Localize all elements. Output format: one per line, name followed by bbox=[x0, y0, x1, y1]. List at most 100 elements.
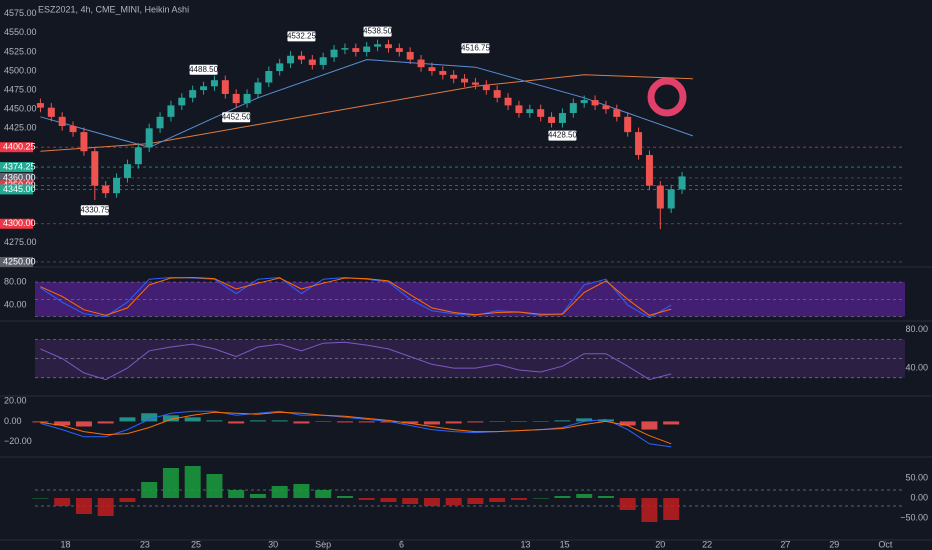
histogram-bar bbox=[162, 415, 179, 422]
histogram-bar bbox=[206, 474, 223, 498]
y-tick-label: −50.00 bbox=[900, 512, 928, 522]
x-tick-label: Oct bbox=[878, 539, 893, 549]
histogram-bar bbox=[336, 421, 353, 423]
histogram-bar bbox=[141, 482, 158, 498]
candle-body bbox=[461, 78, 469, 83]
histogram-bar bbox=[402, 421, 419, 424]
x-tick-label: 23 bbox=[140, 539, 150, 549]
x-tick-label: Sep bbox=[315, 539, 331, 549]
candle-body bbox=[591, 100, 599, 106]
histogram-bar bbox=[380, 498, 397, 502]
candle-body bbox=[450, 74, 458, 79]
indicator-line bbox=[40, 411, 672, 445]
x-tick-label: 20 bbox=[655, 539, 665, 549]
price-level-label: 4250.00 bbox=[3, 256, 36, 266]
y-tick-label: 80.00 bbox=[905, 324, 928, 334]
candle-body bbox=[36, 103, 44, 108]
highlight-circle bbox=[647, 77, 687, 117]
candle-body bbox=[656, 185, 664, 209]
y-tick-label: 80.00 bbox=[4, 276, 27, 286]
histogram-bar bbox=[445, 421, 462, 424]
candle-body bbox=[254, 82, 262, 94]
y-tick-label: −20.00 bbox=[4, 436, 32, 446]
y-tick-label: 40.00 bbox=[4, 299, 27, 309]
y-tick-label: 4450.00 bbox=[4, 104, 37, 114]
candle-body bbox=[134, 147, 142, 165]
annotation-box bbox=[548, 130, 577, 141]
candle-body bbox=[537, 109, 545, 117]
histogram-bar bbox=[293, 484, 310, 498]
price-level-badge bbox=[0, 256, 33, 267]
histogram-bar bbox=[532, 421, 549, 422]
histogram-bar bbox=[510, 498, 527, 500]
y-tick-label: 40.00 bbox=[905, 362, 928, 372]
candle-body bbox=[145, 128, 153, 148]
histogram-bar bbox=[663, 498, 680, 520]
y-tick-label: 0.00 bbox=[910, 492, 928, 502]
candle-body bbox=[678, 176, 686, 190]
candle-body bbox=[417, 59, 425, 68]
histogram-bar bbox=[619, 498, 636, 510]
histogram-bar bbox=[467, 498, 484, 504]
candle-body bbox=[613, 109, 621, 117]
candle-body bbox=[58, 116, 66, 127]
x-tick-label: 13 bbox=[520, 539, 530, 549]
candle-body bbox=[384, 44, 392, 49]
histogram-bar bbox=[271, 420, 288, 422]
annotation-label: 4488.50 bbox=[189, 65, 218, 74]
y-tick-label: 50.00 bbox=[905, 472, 928, 482]
annotation-box bbox=[363, 26, 392, 37]
candle-body bbox=[47, 107, 55, 117]
x-tick-label: 25 bbox=[191, 539, 201, 549]
histogram-bar bbox=[597, 496, 614, 498]
histogram-bar bbox=[597, 419, 614, 422]
y-tick-label: 4425.00 bbox=[4, 123, 37, 133]
histogram-bar bbox=[119, 417, 136, 422]
price-level-badge bbox=[0, 218, 33, 229]
candle-body bbox=[276, 63, 284, 72]
x-tick-label: 27 bbox=[780, 539, 790, 549]
y-tick-label: 4475.00 bbox=[4, 84, 37, 94]
histogram-bar bbox=[619, 421, 636, 426]
candle-body bbox=[319, 57, 327, 65]
histogram-bar bbox=[97, 498, 114, 516]
candle-body bbox=[178, 97, 186, 106]
candle-body bbox=[308, 59, 316, 65]
annotation-label: 4330.75 bbox=[80, 205, 109, 214]
x-tick-label: 30 bbox=[268, 539, 278, 549]
histogram-bar bbox=[445, 498, 462, 506]
histogram-bar bbox=[489, 421, 506, 422]
candle-body bbox=[80, 132, 88, 152]
candle-body bbox=[352, 48, 360, 52]
histogram-bar bbox=[358, 498, 375, 500]
histogram-bar bbox=[271, 486, 288, 498]
x-tick-label: 6 bbox=[399, 539, 404, 549]
histogram-bar bbox=[423, 421, 440, 425]
y-tick-label: 4525.00 bbox=[4, 46, 37, 56]
annotation-box bbox=[222, 112, 251, 123]
candle-body bbox=[515, 105, 523, 114]
y-tick-label: 4575.00 bbox=[4, 8, 37, 18]
histogram-bar bbox=[119, 498, 136, 502]
histogram-bar bbox=[184, 417, 201, 422]
y-tick-label: 4500.00 bbox=[4, 65, 37, 75]
candle-body bbox=[635, 132, 643, 156]
candle-body bbox=[548, 116, 556, 123]
price-level-badge bbox=[0, 162, 33, 173]
histogram-bar bbox=[97, 421, 114, 424]
chart-title: ESZ2021, 4h, CME_MINI, Heikin Ashi bbox=[38, 4, 189, 14]
annotation-box bbox=[287, 31, 316, 42]
candle-body bbox=[504, 97, 512, 106]
x-tick-label: 22 bbox=[702, 539, 712, 549]
candle-body bbox=[406, 51, 414, 60]
candle-body bbox=[287, 55, 295, 64]
panel-separators bbox=[0, 266, 932, 541]
candle-body bbox=[645, 155, 653, 186]
candle-body bbox=[297, 55, 305, 60]
histogram-bar bbox=[32, 421, 49, 423]
price-level-label: 4400.25 bbox=[3, 142, 36, 152]
histogram-bar bbox=[641, 498, 658, 522]
candle-body bbox=[330, 49, 338, 58]
